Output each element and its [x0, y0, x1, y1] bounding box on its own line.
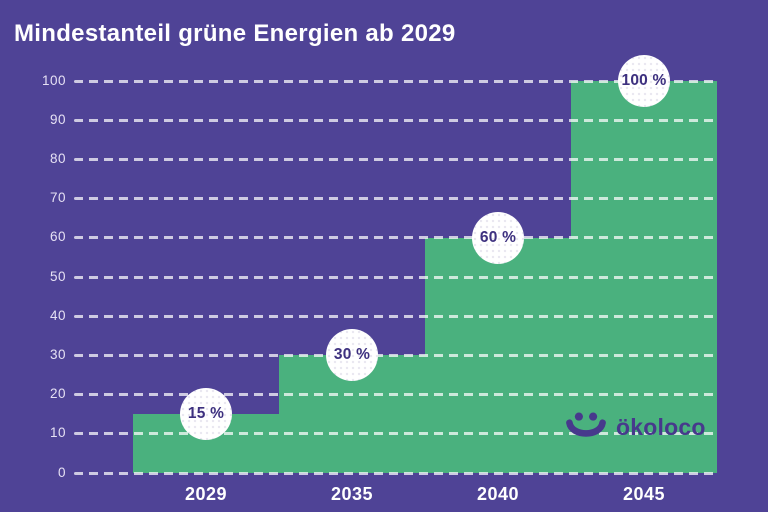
brand-logo: ökoloco — [565, 409, 706, 445]
y-axis-tick-label: 50 — [49, 268, 66, 284]
y-axis-tick-label: 100 — [41, 72, 66, 88]
y-axis-tick-label: 20 — [49, 386, 66, 402]
x-axis-label-2040: 2040 — [476, 484, 520, 504]
chart-title: Mindestanteil grüne Energien ab 2029 — [14, 20, 456, 47]
value-badge-2029: 15 % — [180, 388, 232, 441]
gridline-90 — [74, 118, 717, 122]
gridline-70 — [74, 197, 717, 201]
value-badge-label: 15 % — [187, 405, 225, 423]
gridline-30 — [74, 353, 717, 357]
gridline-100 — [74, 79, 717, 83]
x-axis-label-2045: 2045 — [622, 484, 666, 504]
value-badge-2035: 30 % — [326, 329, 378, 382]
brand-logo-text: ökoloco — [616, 413, 706, 440]
value-badge-2040: 60 % — [472, 211, 524, 264]
y-axis-tick-label: 80 — [49, 150, 66, 166]
value-badge-label: 100 % — [621, 72, 667, 89]
smiley-face-icon — [565, 409, 607, 445]
y-axis-tick-label: 0 — [57, 464, 66, 480]
y-axis-tick-label: 60 — [49, 229, 66, 245]
gridline-50 — [74, 275, 717, 279]
gridline-60 — [74, 236, 717, 240]
y-axis-tick-label: 10 — [49, 425, 66, 441]
gridline-80 — [74, 157, 717, 161]
x-axis-label-2035: 2035 — [330, 484, 374, 504]
y-axis-tick-label: 30 — [49, 346, 66, 362]
gridline-10 — [74, 432, 717, 436]
value-badge-2045: 100 % — [618, 55, 670, 107]
y-axis-tick-label: 40 — [49, 307, 66, 323]
value-badge-label: 30 % — [333, 346, 371, 364]
value-badge-label: 60 % — [479, 228, 517, 246]
y-axis-tick-label: 70 — [49, 190, 66, 206]
gridline-20 — [74, 393, 717, 397]
y-axis-tick-label: 90 — [49, 111, 66, 127]
gridline-0 — [74, 471, 717, 475]
gridline-40 — [74, 314, 717, 318]
x-axis-label-2029: 2029 — [184, 484, 228, 504]
